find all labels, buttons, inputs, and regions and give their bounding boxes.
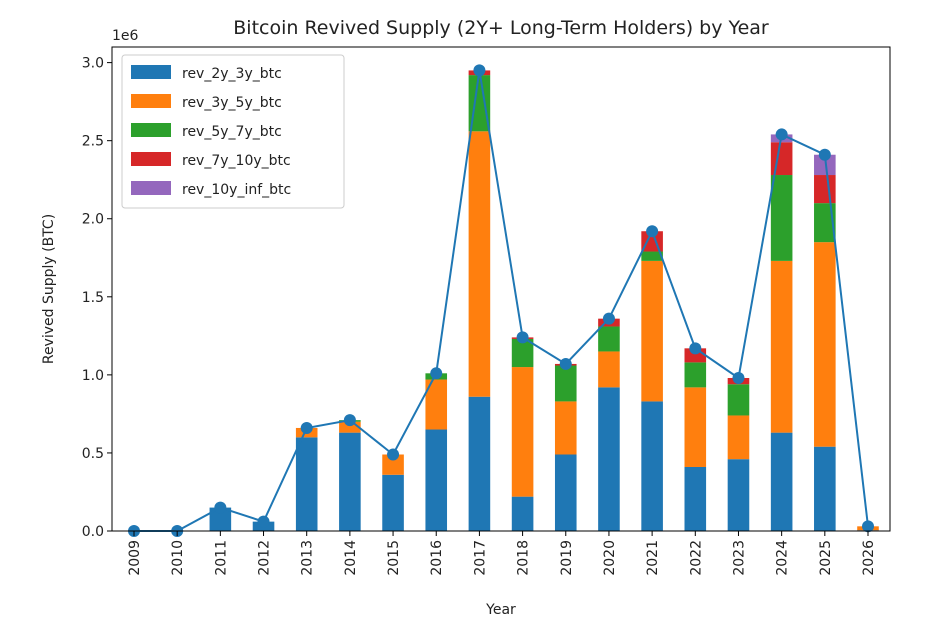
bar-rev_5y_7y_btc-2023 <box>727 384 750 416</box>
bar-rev_5y_7y_btc-2017 <box>468 75 491 132</box>
total-marker-2025 <box>818 148 831 161</box>
legend-swatch-rev_7y_10y_btc <box>131 152 171 166</box>
bar-rev_5y_7y_btc-2018 <box>511 338 534 368</box>
y-tick-label: 2.5 <box>82 134 104 150</box>
legend-label: rev_10y_inf_btc <box>182 182 291 198</box>
bar-rev_3y_5y_btc-2024 <box>770 260 793 433</box>
bar-rev_3y_5y_btc-2014 <box>339 421 361 433</box>
bar-rev_5y_7y_btc-2021 <box>641 251 663 261</box>
y-offset-label: 1e6 <box>112 28 139 44</box>
bar-rev_3y_5y_btc-2016 <box>425 379 448 430</box>
x-tick-label: 2013 <box>300 540 316 576</box>
legend-label: rev_7y_10y_btc <box>182 153 291 169</box>
total-marker-2020 <box>602 312 615 325</box>
bar-rev_10y_inf_btc-2025 <box>814 154 836 176</box>
x-tick-label: 2011 <box>213 540 229 576</box>
x-tick-label: 2014 <box>343 540 359 576</box>
total-marker-2015 <box>387 448 400 461</box>
bar-rev_2y_3y_btc-2019 <box>554 454 577 531</box>
bar-rev_7y_10y_btc-2025 <box>814 175 836 204</box>
legend-label: rev_5y_7y_btc <box>182 124 282 140</box>
legend-swatch-rev_10y_inf_btc <box>131 181 171 195</box>
total-marker-2024 <box>775 128 788 141</box>
total-marker-2014 <box>343 414 356 427</box>
bar-rev_3y_5y_btc-2015 <box>382 454 404 475</box>
x-tick-label: 2010 <box>170 540 186 576</box>
bar-rev_3y_5y_btc-2023 <box>727 415 750 460</box>
x-tick-label: 2018 <box>516 540 532 576</box>
x-tick-label: 2023 <box>731 540 747 576</box>
bar-rev_5y_7y_btc-2024 <box>770 175 793 261</box>
x-tick-label: 2012 <box>257 540 273 576</box>
bar-rev_5y_7y_btc-2025 <box>814 203 836 243</box>
x-tick-label: 2025 <box>818 540 834 576</box>
total-marker-2011 <box>214 501 227 514</box>
bar-rev_2y_3y_btc-2014 <box>339 432 361 531</box>
bar-rev_2y_3y_btc-2025 <box>814 446 836 531</box>
x-tick-label: 2016 <box>429 540 445 576</box>
legend-label: rev_3y_5y_btc <box>182 95 282 111</box>
bar-rev_2y_3y_btc-2013 <box>295 437 318 531</box>
total-marker-2013 <box>300 421 313 434</box>
bar-rev_3y_5y_btc-2020 <box>598 351 620 388</box>
bar-rev_3y_5y_btc-2025 <box>814 242 836 447</box>
x-tick-label: 2020 <box>602 540 618 576</box>
x-tick-label: 2026 <box>861 540 877 576</box>
chart-title: Bitcoin Revived Supply (2Y+ Long-Term Ho… <box>233 17 769 39</box>
total-marker-2016 <box>430 367 443 380</box>
x-axis-label: Year <box>485 602 516 618</box>
legend-swatch-rev_2y_3y_btc <box>131 65 171 79</box>
total-marker-2021 <box>646 225 659 238</box>
bar-rev_2y_3y_btc-2022 <box>684 466 707 531</box>
x-tick-label: 2019 <box>559 540 575 576</box>
legend-swatch-rev_3y_5y_btc <box>131 94 171 108</box>
total-line <box>134 70 869 532</box>
bar-rev_3y_5y_btc-2019 <box>554 401 577 455</box>
legend-label: rev_2y_3y_btc <box>182 66 282 82</box>
bar-rev_2y_3y_btc-2011 <box>209 507 232 531</box>
bar-rev_2y_3y_btc-2020 <box>598 387 620 531</box>
bar-rev_2y_3y_btc-2024 <box>770 432 793 531</box>
y-tick-label: 0.0 <box>82 524 104 540</box>
x-tick-label: 2017 <box>472 540 488 576</box>
legend: rev_2y_3y_btc rev_3y_5y_btc rev_5y_7y_btcr… <box>121 54 345 209</box>
bar-rev_7y_10y_btc-2024 <box>770 142 793 176</box>
y-tick-label: 1.5 <box>82 290 104 306</box>
bar-rev_2y_3y_btc-2023 <box>727 459 750 531</box>
bar-rev_5y_7y_btc-2022 <box>684 362 707 388</box>
bar-rev_5y_7y_btc-2020 <box>598 326 620 352</box>
x-tick-label: 2021 <box>645 540 661 576</box>
total-marker-2019 <box>559 357 572 370</box>
bar-rev_2y_3y_btc-2017 <box>468 396 491 531</box>
plot-frame <box>111 46 891 532</box>
x-tick-label: 2024 <box>775 540 791 576</box>
total-marker-2026 <box>862 520 874 533</box>
x-tick-label: 2009 <box>127 540 143 576</box>
x-tick-label: 2022 <box>688 540 704 576</box>
y-tick-label: 2.0 <box>82 212 104 228</box>
bar-rev_2y_3y_btc-2015 <box>382 474 404 531</box>
bar-rev_5y_7y_btc-2019 <box>554 365 577 402</box>
bar-rev_2y_3y_btc-2016 <box>425 429 448 531</box>
y-tick-label: 0.5 <box>82 446 104 462</box>
bar-rev_3y_5y_btc-2017 <box>468 131 491 397</box>
legend-swatch-rev_5y_7y_btc <box>131 123 171 137</box>
total-marker-2018 <box>516 331 529 344</box>
y-tick-label: 1.0 <box>82 368 104 384</box>
bar-rev_2y_3y_btc-2021 <box>641 401 663 531</box>
total-marker-2022 <box>689 342 702 355</box>
bar-rev_3y_5y_btc-2018 <box>511 367 534 497</box>
total-marker-2017 <box>473 64 486 77</box>
x-tick-label: 2015 <box>386 540 402 576</box>
y-tick-label: 3.0 <box>82 56 104 72</box>
legend-box <box>121 54 345 209</box>
bar-rev_3y_5y_btc-2021 <box>641 260 663 402</box>
total-marker-2023 <box>732 371 745 384</box>
bar-rev_2y_3y_btc-2018 <box>511 496 534 531</box>
bar-rev_3y_5y_btc-2022 <box>684 387 707 467</box>
total-marker-2012 <box>257 515 270 528</box>
y-axis-label: Revived Supply (BTC) <box>41 214 57 364</box>
